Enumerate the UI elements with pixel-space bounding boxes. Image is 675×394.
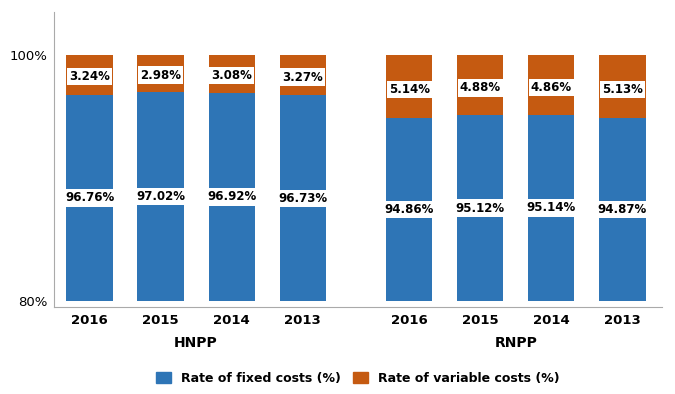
Text: 5.14%: 5.14% [389,83,430,96]
Bar [457,55,504,115]
Text: 96.76%: 96.76% [65,191,114,204]
Text: 94.87%: 94.87% [598,203,647,216]
Bar [457,115,504,301]
Text: 4.86%: 4.86% [531,81,572,94]
Text: 3.24%: 3.24% [69,71,110,84]
Bar [599,55,645,118]
Text: 95.12%: 95.12% [456,202,505,215]
Text: 96.92%: 96.92% [207,191,256,203]
Bar [66,55,113,95]
Bar [386,118,433,301]
Bar [599,118,645,301]
Text: 95.14%: 95.14% [526,201,576,214]
Bar [138,55,184,92]
Bar [279,95,326,301]
Text: 97.02%: 97.02% [136,190,185,203]
Bar [386,55,433,118]
Bar [209,55,254,93]
Text: 94.86%: 94.86% [385,203,434,216]
Text: 5.13%: 5.13% [602,83,643,96]
Bar [529,55,574,115]
Bar [66,95,113,301]
Text: 3.08%: 3.08% [211,69,252,82]
Text: HNPP: HNPP [174,336,218,349]
Legend: Rate of fixed costs (%), Rate of variable costs (%): Rate of fixed costs (%), Rate of variabl… [151,367,565,390]
Bar [138,92,184,301]
Bar [209,93,254,301]
Text: RNPP: RNPP [494,336,537,349]
Text: 3.27%: 3.27% [282,71,323,84]
Text: 96.73%: 96.73% [278,191,327,204]
Text: 2.98%: 2.98% [140,69,181,82]
Text: 4.88%: 4.88% [460,82,501,95]
Bar [529,115,574,301]
Bar [279,55,326,95]
